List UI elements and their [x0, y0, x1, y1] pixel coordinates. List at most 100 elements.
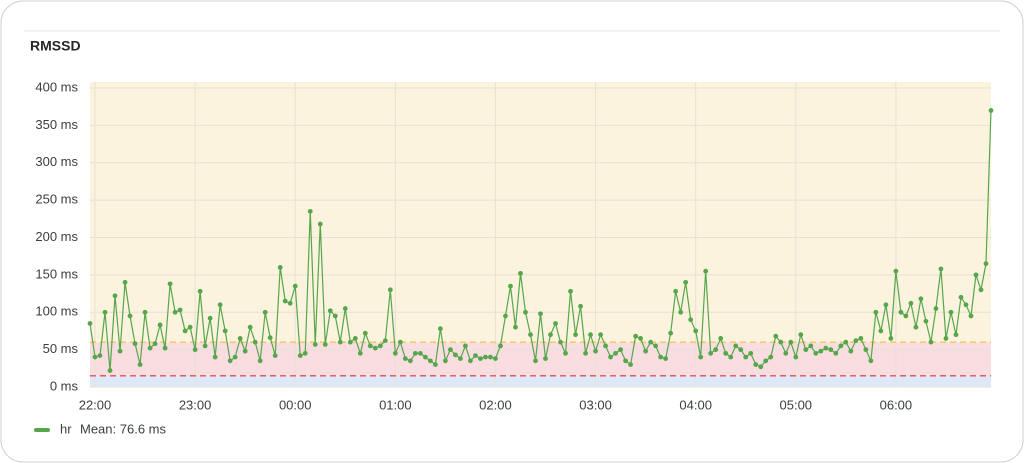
y-tick-label: 400 ms	[35, 79, 78, 94]
y-tick-label: 50 ms	[43, 341, 79, 356]
data-point	[853, 338, 859, 344]
y-tick-label: 250 ms	[35, 192, 78, 207]
data-point	[803, 347, 809, 353]
x-tick-label: 05:00	[780, 397, 813, 412]
data-point	[412, 350, 418, 356]
data-point	[297, 353, 303, 359]
x-tick-label: 00:00	[279, 397, 312, 412]
data-point	[978, 287, 984, 293]
data-point	[402, 356, 408, 361]
data-point	[262, 309, 268, 315]
data-point	[518, 270, 523, 276]
x-tick-label: 06:00	[880, 397, 913, 412]
data-point	[758, 364, 764, 370]
data-point	[458, 356, 463, 361]
data-point	[823, 345, 829, 351]
data-point	[488, 354, 493, 360]
threshold-band	[90, 82, 991, 343]
data-point	[92, 354, 98, 360]
data-point	[708, 350, 714, 356]
data-point	[247, 324, 253, 330]
data-point	[763, 358, 769, 364]
data-point	[538, 311, 543, 317]
data-point	[623, 358, 628, 364]
data-point	[918, 296, 924, 302]
data-point	[372, 345, 378, 351]
y-tick-label: 100 ms	[35, 304, 78, 319]
header-rule	[24, 30, 1000, 32]
data-point	[222, 328, 228, 334]
data-point	[958, 294, 964, 300]
data-point	[127, 313, 133, 319]
data-point	[508, 283, 513, 289]
data-point	[152, 341, 158, 347]
data-point	[968, 313, 974, 319]
data-point	[317, 221, 323, 227]
data-point	[613, 350, 618, 356]
data-point	[603, 343, 608, 349]
data-point	[177, 307, 183, 313]
y-tick-label: 300 ms	[35, 154, 78, 169]
data-point	[663, 356, 669, 361]
data-point	[312, 341, 318, 347]
data-point	[463, 343, 468, 349]
data-point	[568, 288, 573, 294]
data-point	[938, 266, 944, 272]
data-point	[387, 287, 393, 293]
data-point	[678, 309, 684, 315]
data-point	[162, 345, 168, 351]
data-point	[908, 300, 914, 306]
data-point	[833, 350, 839, 356]
x-tick-label: 02:00	[479, 397, 512, 412]
data-point	[973, 272, 979, 278]
data-point	[207, 315, 213, 321]
data-point	[753, 362, 759, 367]
data-point	[493, 356, 498, 361]
y-tick-label: 150 ms	[35, 266, 78, 281]
data-point	[187, 324, 193, 330]
legend-stat: Mean: 76.6 ms	[80, 421, 166, 436]
data-point	[893, 268, 899, 274]
data-point	[643, 348, 649, 354]
data-point	[783, 350, 789, 356]
data-point	[192, 347, 198, 353]
data-point	[953, 332, 959, 338]
data-point	[773, 333, 779, 339]
data-point	[367, 343, 373, 349]
data-point	[337, 339, 343, 345]
data-point	[858, 336, 864, 341]
data-point	[528, 332, 533, 338]
data-point	[683, 279, 689, 285]
data-point	[417, 350, 423, 356]
data-point	[272, 353, 278, 359]
data-point	[883, 302, 889, 308]
panel-title: RMSSD	[30, 38, 81, 54]
data-point	[693, 328, 699, 334]
data-point	[422, 354, 428, 360]
data-point	[673, 288, 679, 294]
data-point	[928, 339, 934, 345]
data-point	[813, 350, 819, 356]
data-point	[282, 298, 288, 304]
data-point	[828, 347, 834, 353]
data-point	[197, 288, 203, 294]
data-point	[888, 336, 894, 341]
data-point	[703, 268, 709, 274]
data-point	[593, 348, 598, 354]
data-point	[342, 306, 348, 311]
data-point	[808, 343, 814, 349]
data-point	[608, 354, 613, 360]
data-point	[292, 283, 298, 289]
data-point	[748, 350, 754, 356]
data-point	[347, 339, 353, 345]
data-point	[563, 350, 568, 356]
data-point	[963, 302, 969, 308]
data-point	[923, 318, 929, 324]
data-point	[157, 322, 163, 328]
data-point	[633, 333, 639, 339]
data-point	[638, 336, 644, 341]
data-point	[868, 358, 874, 364]
data-point	[87, 321, 93, 326]
data-point	[287, 300, 293, 306]
